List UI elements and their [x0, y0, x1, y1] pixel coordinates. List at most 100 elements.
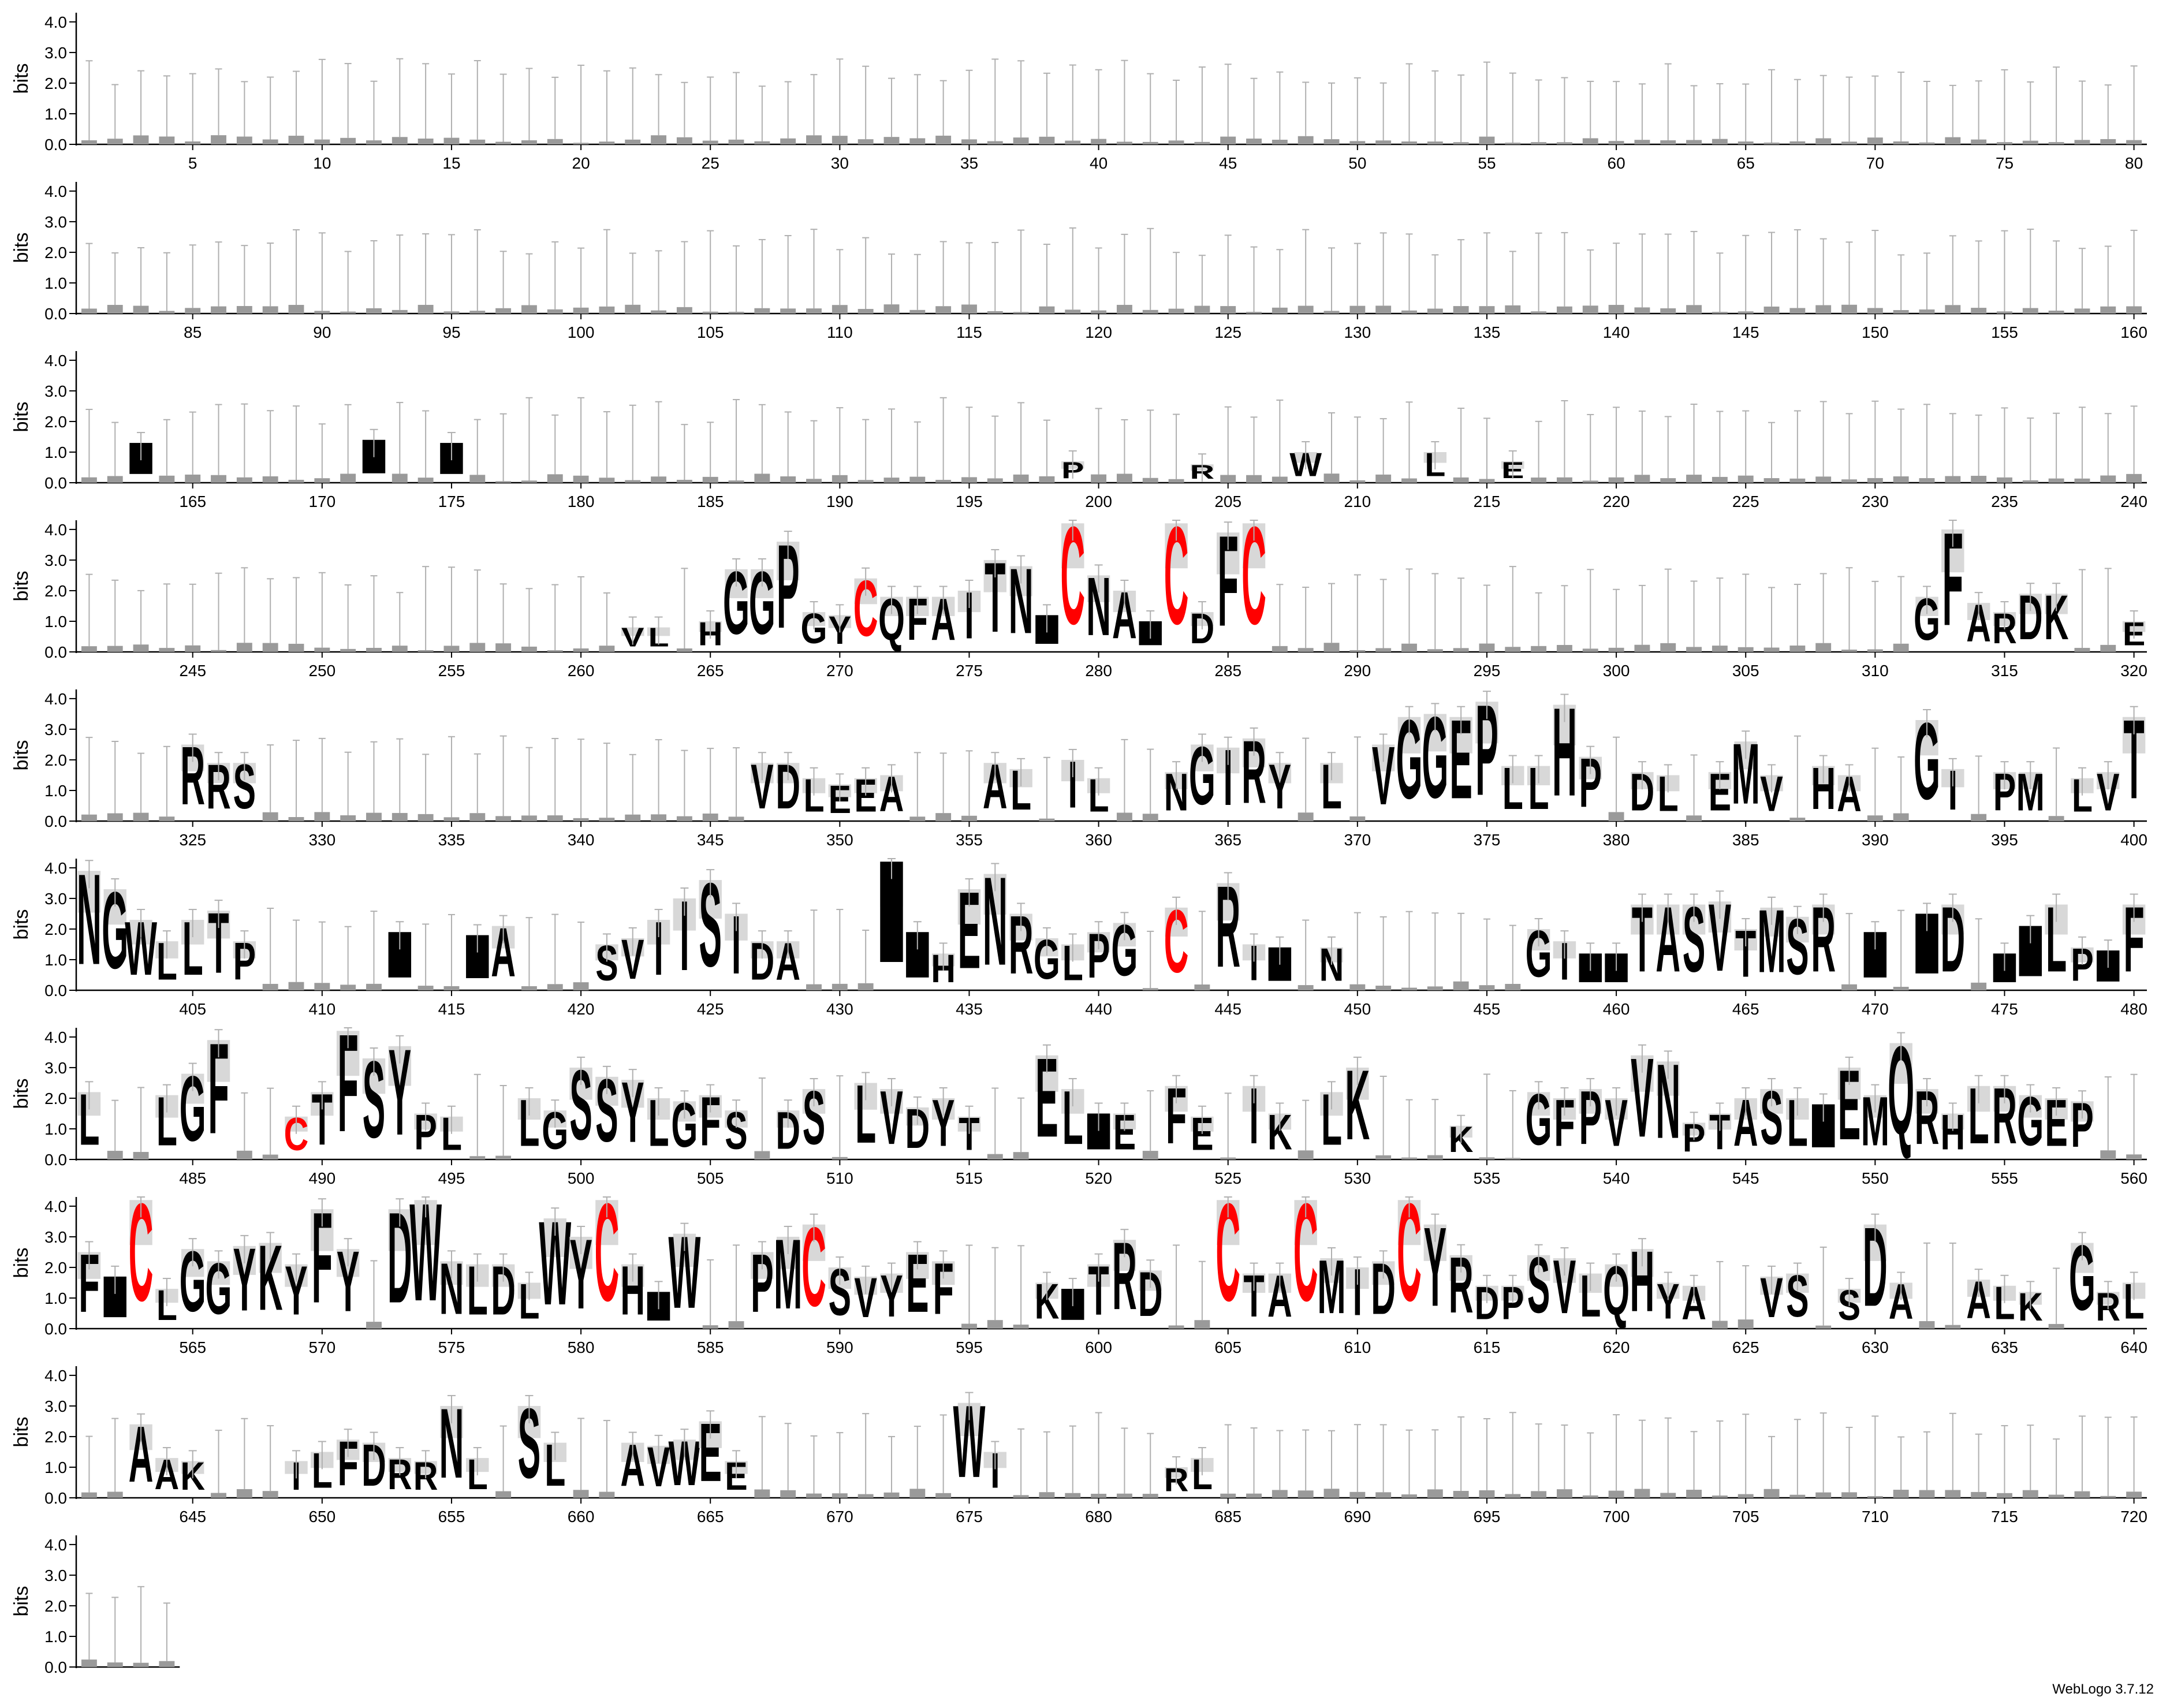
residue-stack-faint [159, 816, 175, 821]
residue-stack-faint [314, 311, 330, 314]
residue-stack-faint [1634, 1489, 1650, 1498]
residue-stack-faint [1091, 1493, 1107, 1498]
x-tick-label: 425 [697, 1000, 724, 1018]
residue-stack-faint [1738, 141, 1754, 144]
x-tick-label: 390 [1862, 831, 1889, 849]
residue-stack-faint [547, 139, 563, 144]
residue-stack-faint [1608, 812, 1624, 821]
residue-stack-faint [495, 643, 512, 652]
residue-glyph: I [1249, 935, 1258, 991]
residue-stack-faint [1401, 478, 1417, 483]
x-tick-label: 30 [831, 154, 849, 172]
residue-stack-faint [883, 137, 900, 144]
x-tick-label: 695 [1474, 1508, 1501, 1526]
residue-stack-faint [1479, 479, 1495, 483]
residue-stack-faint [1919, 1490, 1935, 1498]
residue-stack-faint [1168, 308, 1184, 314]
residue-stack-faint [1945, 476, 1961, 483]
residue-stack-faint [832, 305, 848, 314]
residue-stack-faint [1401, 1157, 1417, 1159]
residue-stack-faint [185, 645, 201, 652]
residue-stack-faint [573, 1490, 589, 1498]
y-tick-label: 3.0 [44, 382, 67, 400]
residue-stack-faint [236, 305, 252, 314]
residue-stack-faint [1686, 475, 1702, 483]
x-tick-label: 295 [1474, 662, 1501, 680]
x-tick-label: 700 [1603, 1508, 1630, 1526]
residue-stack-faint [2100, 644, 2116, 652]
residue-stack-faint [1660, 1493, 1676, 1498]
residue-stack-faint [366, 812, 382, 821]
residue-stack-faint [1763, 647, 1780, 652]
residue-stack-faint [1867, 815, 1883, 821]
x-tick-label: 280 [1085, 662, 1112, 680]
residue-stack-faint [1220, 1157, 1236, 1159]
residue-stack-faint [1401, 987, 1417, 990]
x-tick-label: 630 [1862, 1338, 1889, 1356]
residue-stack-faint [857, 139, 874, 144]
residue-stack-faint [107, 476, 123, 483]
residue-stack-faint [262, 139, 278, 144]
residue-stack-faint [1013, 312, 1029, 314]
y-tick-label: 3.0 [44, 1567, 67, 1584]
residue-stack-faint [443, 986, 460, 990]
residue-stack-faint [1039, 136, 1055, 144]
x-tick-label: 625 [1732, 1338, 1759, 1356]
residue-stack-faint [1608, 477, 1624, 483]
x-tick-label: 5 [188, 154, 197, 172]
residue-stack-faint [417, 814, 434, 821]
residue-stack-faint [1531, 142, 1547, 144]
residue-stack-faint [1971, 982, 1987, 990]
residue-stack-faint [1220, 306, 1236, 314]
residue-stack-faint [2074, 648, 2090, 652]
residue-stack-faint [728, 311, 744, 314]
x-tick-label: 95 [442, 323, 460, 341]
residue-stack-faint [1116, 473, 1132, 483]
residue-stack-faint [340, 137, 356, 144]
y-tick-label: 0.0 [44, 1320, 67, 1338]
residue-stack-faint [211, 650, 226, 652]
residue-stack-faint [676, 648, 692, 652]
residue-stack-faint [1556, 477, 1572, 483]
residue-stack-faint [366, 983, 382, 990]
x-tick-label: 285 [1214, 662, 1241, 680]
x-tick-label: 70 [1866, 154, 1884, 172]
residue-stack-faint [883, 1492, 900, 1498]
residue-stack-faint [1349, 984, 1366, 990]
residue-stack-faint [392, 309, 408, 314]
residue-stack-faint [1997, 142, 2012, 144]
x-tick-label: 465 [1732, 1000, 1759, 1018]
residue-glyph: I [990, 1442, 1000, 1498]
residue-stack-faint [909, 138, 926, 144]
residue-stack-faint [2022, 140, 2038, 144]
residue-stack-faint [288, 305, 304, 314]
x-tick-label: 645 [179, 1508, 206, 1526]
x-tick-label: 575 [438, 1338, 465, 1356]
x-tick-label: 195 [956, 493, 983, 510]
x-tick-label: 445 [1214, 1000, 1241, 1018]
residue-stack-faint [961, 304, 977, 314]
residue-stack-faint [469, 311, 486, 314]
residue-stack-faint [1116, 1493, 1132, 1498]
x-tick-label: 670 [826, 1508, 853, 1526]
residue-stack-faint [1323, 311, 1340, 314]
residue-stack-faint [1893, 1490, 1909, 1498]
y-tick-label: 1.0 [44, 105, 67, 123]
residue-stack-faint [1297, 985, 1314, 990]
residue-stack-faint [961, 477, 977, 483]
residue-stack-faint [340, 984, 356, 990]
y-tick-label: 1.0 [44, 613, 67, 631]
residue-stack-faint [1505, 1158, 1521, 1159]
x-tick-label: 320 [2120, 662, 2147, 680]
residue-stack-faint [392, 812, 408, 821]
residue-stack-faint [1272, 476, 1288, 483]
residue-stack-faint [599, 818, 615, 821]
logo-row: bits 0.0 1.0 2.0 3.0 4.0 165 170 175 180 185 190 195… [10, 351, 2147, 510]
residue-stack-faint [236, 643, 252, 652]
residue-stack-faint [1660, 478, 1676, 483]
x-tick-label: 300 [1603, 662, 1630, 680]
x-tick-label: 490 [308, 1169, 335, 1187]
residue-stack-faint [1013, 1495, 1029, 1498]
residue-stack-faint [1531, 646, 1547, 652]
